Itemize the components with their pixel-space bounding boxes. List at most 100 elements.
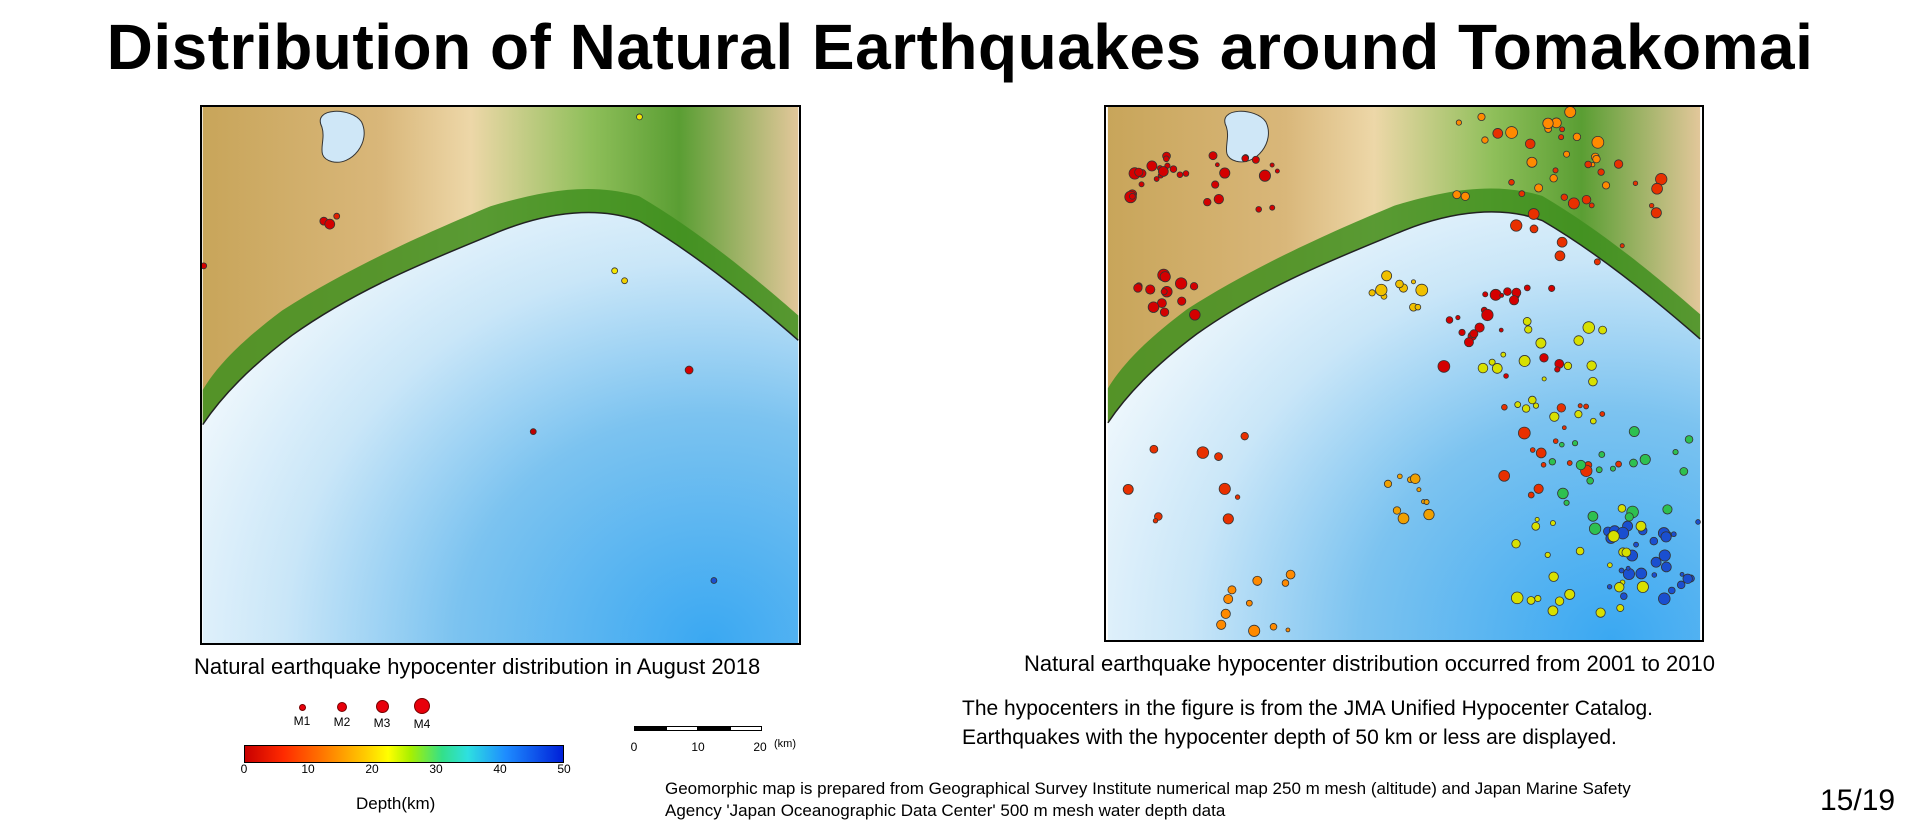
hypocenter-marker [1534, 183, 1544, 193]
hypocenter-marker [1607, 530, 1620, 543]
hypocenter-marker [1559, 441, 1565, 448]
magnitude-label: M1 [293, 714, 311, 728]
hypocenter-marker [1416, 487, 1422, 493]
hypocenter-marker [1189, 309, 1201, 321]
hypocenter-marker [1632, 180, 1639, 186]
data-source-note: Geomorphic map is prepared from Geograph… [665, 778, 1631, 822]
hypocenter-marker [1573, 335, 1584, 346]
hypocenter-marker [1464, 337, 1474, 348]
hypocenter-marker [1227, 585, 1237, 595]
hypocenter-marker [1529, 224, 1539, 234]
hypocenter-marker [1592, 154, 1601, 164]
hypocenter-marker [1159, 271, 1171, 283]
hypocenter-marker [1411, 279, 1416, 285]
hypocenter-marker [1676, 580, 1686, 590]
hypocenter-marker [1584, 160, 1592, 169]
hypocenter-marker [1661, 561, 1672, 573]
depth-color-bar [244, 745, 564, 763]
hypocenter-marker [1567, 197, 1580, 210]
hypocenter-marker [1591, 136, 1605, 149]
hypocenter-marker [1535, 337, 1547, 349]
hypocenter-marker [1572, 132, 1582, 142]
hypocenter-marker [1619, 243, 1625, 249]
hypocenter-marker [684, 365, 694, 375]
hypocenter-marker [1240, 432, 1249, 441]
hypocenter-marker [1613, 159, 1624, 169]
hypocenter-marker [1395, 279, 1404, 289]
map-august-2018 [200, 105, 801, 645]
hypocenter-marker [1658, 592, 1671, 605]
hypocenter-marker [1500, 351, 1507, 358]
hypocenter-marker [1255, 206, 1262, 213]
hypocenter-marker [1549, 411, 1560, 422]
hypocenter-marker [1524, 325, 1533, 334]
hypocenter-marker [1548, 458, 1557, 466]
hypocenter-marker [1606, 584, 1613, 590]
hypocenter-marker [1203, 198, 1212, 207]
hypocenter-marker [1509, 295, 1520, 306]
hypocenter-marker [1160, 288, 1168, 296]
hypocenter-marker [1590, 417, 1597, 425]
hypocenter-marker [1518, 426, 1531, 440]
hypocenter-marker [1575, 546, 1585, 556]
hypocenter-marker [1533, 483, 1544, 494]
hypocenter-marker [1554, 596, 1565, 606]
hypocenter-marker [1541, 376, 1547, 382]
hypocenter-marker [1514, 401, 1522, 408]
hypocenter-marker [1563, 361, 1573, 371]
hypocenter-marker [1488, 358, 1496, 366]
hypocenter-marker [333, 212, 341, 220]
scale-segment [634, 726, 666, 731]
hypocenter-marker [1252, 575, 1263, 586]
hypocenter-marker [1218, 482, 1231, 495]
hypocenter-marker [1574, 410, 1583, 419]
hypocenter-marker [1491, 363, 1503, 374]
hypocenter-marker [1477, 362, 1489, 374]
hypocenter-marker [1586, 360, 1597, 371]
hypocenter-marker [1503, 287, 1512, 296]
hypocenter-marker [1571, 440, 1579, 447]
hypocenter-marker [1566, 460, 1573, 466]
scale-bar: 0 10 20 (km) [631, 726, 820, 766]
hypocenter-marker [1595, 466, 1603, 474]
hypocenter-marker [1549, 174, 1558, 183]
hypocenter-marker [1628, 426, 1640, 437]
depth-ticks: 0 10 20 30 40 50 [240, 762, 571, 776]
hypocenter-marker [1220, 608, 1231, 619]
hypocenter-marker [1482, 291, 1489, 298]
hypocenter-marker [1189, 282, 1199, 291]
hypocenter-marker [1219, 167, 1231, 179]
hypocenter-marker [1214, 162, 1220, 168]
hypocenter-marker [1528, 395, 1537, 405]
hypocenter-marker [1474, 322, 1485, 333]
hypocenter-marker [1375, 283, 1388, 297]
hypocenter-marker [1223, 594, 1234, 604]
hypocenter-marker [1560, 193, 1568, 201]
hypocenter-marker [1682, 573, 1693, 584]
hypocenter-marker [1269, 162, 1275, 168]
hypocenter-marker [1651, 572, 1658, 578]
depth-tick: 0 [240, 762, 248, 776]
hypocenter-marker [1523, 284, 1531, 292]
hypocenter-marker [1593, 258, 1601, 266]
hypocenter-marker [1368, 289, 1376, 297]
hypocenter-marker [1211, 180, 1220, 189]
hypocenter-marker [1460, 191, 1470, 201]
scale-segment [666, 726, 698, 731]
hypocenter-marker [1597, 168, 1605, 176]
scale-label: 20 [753, 740, 767, 754]
hypocenter-marker [1635, 520, 1647, 532]
hypocenter-marker [1581, 194, 1592, 205]
hypocenter-marker [1620, 592, 1628, 600]
hypocenter-marker [1529, 447, 1536, 453]
magnitude-m3: M3 [362, 698, 402, 730]
hypocenter-marker [1588, 376, 1598, 387]
magnitude-label: M4 [413, 717, 431, 731]
hypocenter-marker [1522, 317, 1532, 326]
hypocenter-marker [1577, 403, 1583, 409]
hypocenter-marker [1575, 459, 1587, 471]
hypocenter-marker [1176, 171, 1184, 178]
hypocenter-marker [1153, 176, 1160, 182]
magnitude-m2: M2 [322, 698, 362, 729]
hypocenter-marker [1658, 549, 1671, 562]
